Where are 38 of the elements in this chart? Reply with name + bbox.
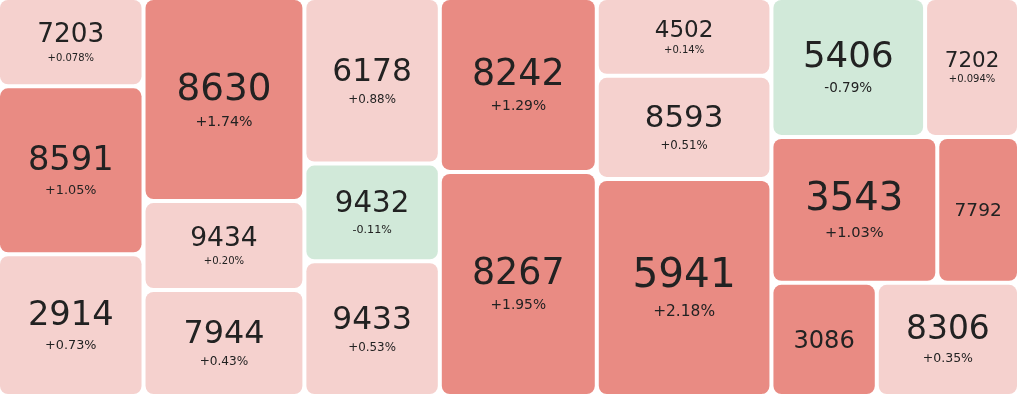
- data-label: +1.03%: [825, 222, 884, 240]
- category-label: 6178: [332, 51, 412, 88]
- data-label: +0.53%: [348, 339, 396, 354]
- data-label: +0.14%: [664, 44, 705, 56]
- category-label: 8267: [471, 249, 565, 293]
- data-label: +1.05%: [45, 181, 97, 197]
- category-label: 7202: [944, 47, 1000, 73]
- category-label: 3543: [805, 173, 904, 219]
- data-label: -0.79%: [824, 79, 873, 96]
- data-label: +1.29%: [490, 97, 547, 114]
- category-label: 9432: [334, 185, 410, 220]
- data-label: -0.11%: [352, 222, 392, 236]
- data-label: +1.74%: [195, 112, 253, 129]
- category-label: 5406: [802, 34, 894, 76]
- data-label: +0.35%: [922, 350, 974, 366]
- category-label: 9434: [190, 220, 258, 252]
- category-label: 7944: [183, 313, 265, 352]
- category-label: 4502: [654, 15, 714, 42]
- data-label: +0.73%: [45, 336, 97, 352]
- data-label: +0.88%: [348, 91, 396, 106]
- data-label: +1.95%: [490, 296, 547, 313]
- category-label: 5941: [632, 249, 736, 298]
- category-label: 8306: [906, 308, 990, 348]
- category-label: 8242: [471, 50, 565, 94]
- data-label: +2.18%: [653, 301, 716, 320]
- category-label: 9433: [332, 299, 412, 336]
- category-label: 2914: [27, 294, 114, 334]
- data-label: +0.078%: [47, 51, 95, 63]
- category-label: 7203: [37, 18, 105, 49]
- category-label: 8593: [644, 98, 724, 135]
- data-label: +0.51%: [660, 138, 708, 153]
- category-label: 8630: [176, 64, 272, 109]
- data-label: +0.094%: [948, 73, 996, 85]
- category-label: 8591: [27, 139, 114, 179]
- category-label: 3086: [793, 325, 855, 354]
- data-label: +0.20%: [203, 255, 245, 267]
- data-label: +0.43%: [199, 354, 249, 369]
- category-label: 7792: [954, 199, 1002, 221]
